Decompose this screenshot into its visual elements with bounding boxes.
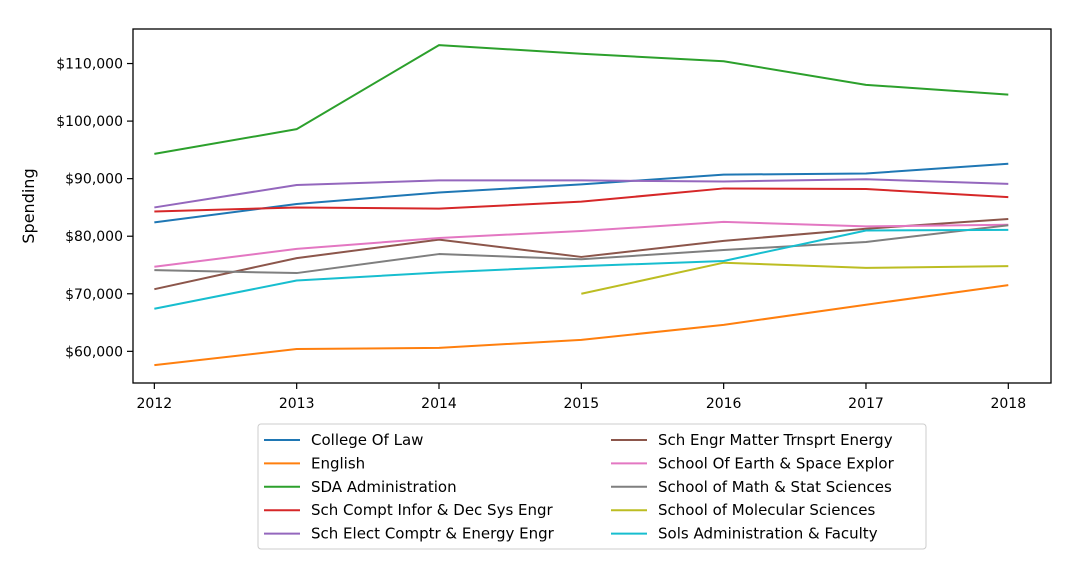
series-line-4: [154, 187, 1009, 213]
x-tick-label: 2015: [564, 396, 600, 412]
legend-label: Sch Elect Comptr & Energy Engr: [311, 525, 555, 543]
x-tick-label: 2017: [848, 396, 884, 412]
y-tick-label: $60,000: [65, 344, 123, 360]
legend-label: Sols Administration & Faculty: [658, 525, 878, 543]
legend-item: Sch Compt Infor & Dec Sys Engr: [264, 501, 554, 519]
x-tick-label: 2018: [990, 396, 1026, 412]
x-axis-ticks: 2012 2013 2014 2015 2016 2017 2018: [137, 383, 1026, 412]
legend-item: School Of Earth & Space Explor: [611, 454, 895, 472]
y-tick-label: $100,000: [56, 114, 123, 130]
legend-item: School of Molecular Sciences: [611, 501, 876, 519]
series-line-7: [154, 220, 1009, 268]
legend-item: Sols Administration & Faculty: [611, 525, 878, 543]
series-line-8: [154, 224, 1009, 275]
legend-item: College Of Law: [264, 431, 423, 449]
series-layer: [154, 44, 1009, 367]
legend-item: SDA Administration: [264, 478, 457, 496]
legend-entries: College Of Law English SDA Administration S…: [264, 431, 895, 543]
series-line-2: [154, 284, 1009, 367]
legend-label: Sch Compt Infor & Dec Sys Engr: [311, 501, 554, 519]
legend-label: SDA Administration: [311, 478, 457, 496]
legend-label: School of Math & Stat Sciences: [658, 478, 892, 496]
y-tick-label: $70,000: [65, 287, 123, 303]
legend-item: English: [264, 454, 365, 472]
legend-label: English: [311, 454, 365, 472]
y-tick-label: $110,000: [56, 57, 123, 73]
series-line-5: [154, 178, 1009, 209]
plot-frame: [132, 28, 1052, 384]
legend-item: Sch Elect Comptr & Energy Engr: [264, 525, 555, 543]
legend-item: School of Math & Stat Sciences: [611, 478, 892, 496]
x-tick-label: 2012: [137, 396, 173, 412]
series-line-1: [154, 162, 1009, 224]
legend-label: Sch Engr Matter Trnsprt Energy: [658, 431, 893, 449]
series-line-3: [154, 44, 1009, 155]
legend-label: School Of Earth & Space Explor: [658, 454, 895, 472]
y-axis-label: Spending: [19, 168, 38, 243]
legend: College Of Law English SDA Administration S…: [257, 423, 927, 550]
legend-label: School of Molecular Sciences: [658, 501, 876, 519]
series-line-10: [154, 228, 1009, 310]
series-line-9: [581, 261, 1009, 295]
legend-item: Sch Engr Matter Trnsprt Energy: [611, 431, 893, 449]
legend-box: [257, 423, 927, 550]
x-tick-label: 2013: [279, 396, 315, 412]
series-line-6: [154, 217, 1009, 291]
y-tick-label: $90,000: [65, 172, 123, 188]
x-tick-label: 2016: [706, 396, 742, 412]
y-axis-ticks: $60,000 $70,000 $80,000 $90,000 $100,000 $110…: [56, 57, 133, 360]
x-tick-label: 2014: [421, 396, 457, 412]
legend-label: College Of Law: [311, 431, 423, 449]
y-tick-label: $80,000: [65, 229, 123, 245]
